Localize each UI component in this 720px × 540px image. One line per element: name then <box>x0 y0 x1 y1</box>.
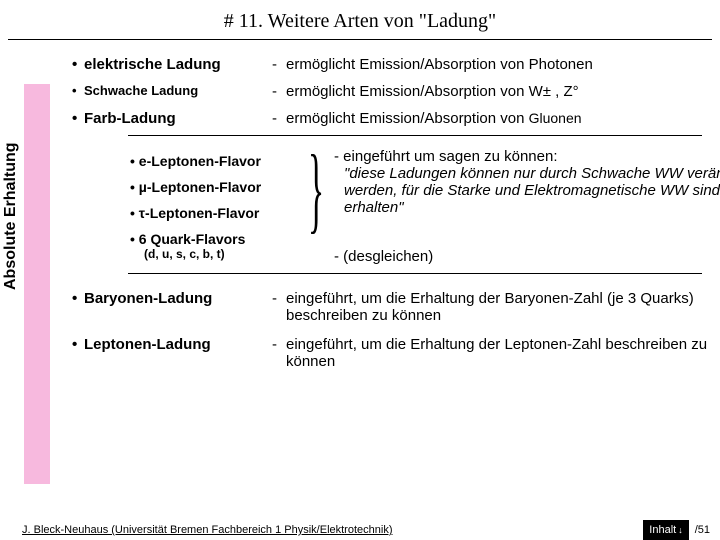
bullet-icon: • <box>72 56 84 73</box>
bullet-icon: • <box>72 83 84 98</box>
conservation-label: Baryonen-Ladung <box>84 290 272 307</box>
content-body: • elektrische Ladung - ermöglicht Emissi… <box>0 40 720 372</box>
list-item: • elektrische Ladung - ermöglicht Emissi… <box>58 54 720 75</box>
desgleichen: - (desgleichen) <box>334 248 433 265</box>
nav-button[interactable]: Inhalt ↓ <box>643 520 688 540</box>
footer-source: J. Bleck-Neuhaus (Universität Bremen Fac… <box>0 524 392 536</box>
bullet-icon: • <box>72 110 84 127</box>
list-item: • Leptonen-Ladung - eingeführt, um die E… <box>58 326 720 372</box>
page-title: # 11. Weitere Arten von "Ladung" <box>0 0 720 39</box>
charge-label: Schwache Ladung <box>84 83 272 98</box>
conservation-label: Leptonen-Ladung <box>84 336 272 353</box>
page-number: /51 <box>689 524 720 536</box>
list-item: • 6 Quark-Flavors <box>130 226 310 247</box>
list-item: • Baryonen-Ladung - eingeführt, um die E… <box>58 288 720 326</box>
bullet-icon: • <box>72 336 84 353</box>
brace-icon: } <box>308 146 324 232</box>
list-item: • Schwache Ladung - ermöglicht Emission/… <box>58 75 720 108</box>
charge-label: Farb-Ladung <box>84 110 272 127</box>
flavor-desc: - eingeführt um sagen zu können: "diese … <box>334 148 720 216</box>
arrow-down-icon: ↓ <box>676 525 683 535</box>
charge-desc: - ermöglicht Emission/Absorption von Glu… <box>272 110 710 127</box>
flavor-list: • e-Leptonen-Flavor • µ-Leptonen-Flavor … <box>130 148 310 261</box>
flavor-quote: "diese Ladungen können nur durch Schwach… <box>334 165 720 216</box>
conservation-desc: - eingeführt, um die Erhaltung der Baryo… <box>272 290 710 324</box>
charge-label: elektrische Ladung <box>84 56 272 73</box>
list-item: • µ-Leptonen-Flavor <box>130 174 310 200</box>
group-conservation: • Baryonen-Ladung - eingeführt, um die E… <box>58 280 720 372</box>
slide: # 11. Weitere Arten von "Ladung" Absolut… <box>0 0 720 540</box>
divider <box>128 273 702 274</box>
bullet-icon: • <box>72 290 84 307</box>
footer: J. Bleck-Neuhaus (Universität Bremen Fac… <box>0 520 720 540</box>
list-item: • e-Leptonen-Flavor <box>130 148 310 174</box>
conservation-desc: - eingeführt, um die Erhaltung der Lepto… <box>272 336 710 370</box>
quark-sub: (d, u, s, c, b, t) <box>130 247 310 261</box>
list-item: • τ-Leptonen-Flavor <box>130 200 310 226</box>
charge-desc: - ermöglicht Emission/Absorption von Pho… <box>272 56 710 73</box>
group-flavors: • e-Leptonen-Flavor • µ-Leptonen-Flavor … <box>58 142 720 261</box>
divider <box>128 135 702 136</box>
list-item: • Farb-Ladung - ermöglicht Emission/Abso… <box>58 108 720 129</box>
charge-desc: - ermöglicht Emission/Absorption von W± … <box>272 83 710 100</box>
group-charges: • elektrische Ladung - ermöglicht Emissi… <box>58 40 720 129</box>
